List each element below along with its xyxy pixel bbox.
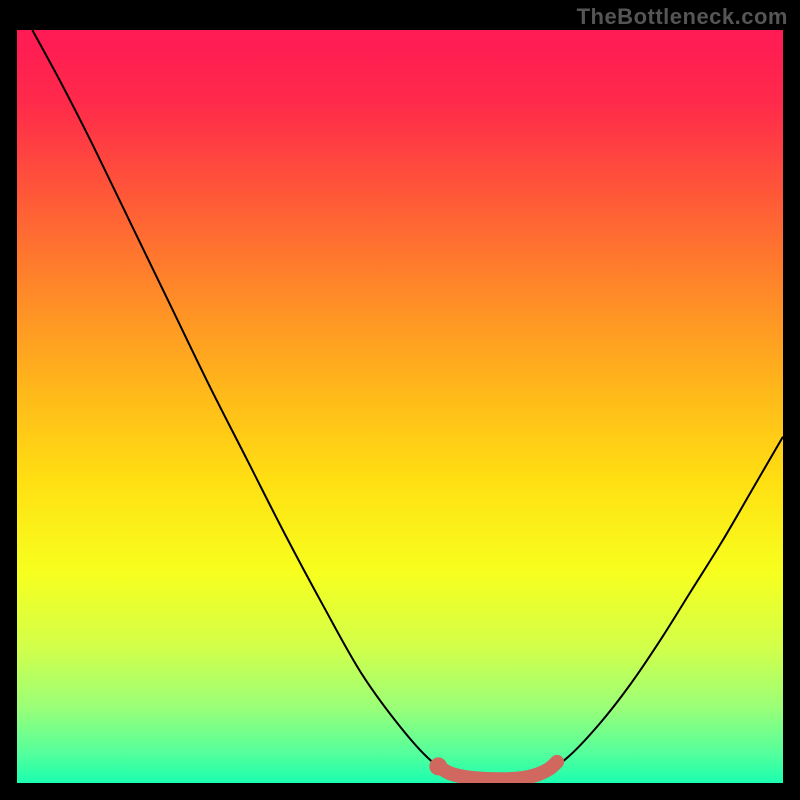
chart-svg: [17, 30, 783, 783]
highlight-dot: [429, 757, 447, 775]
highlight-band: [438, 762, 557, 779]
chart-frame: TheBottleneck.com: [0, 0, 800, 800]
plot-area: [17, 30, 783, 783]
bottleneck-curve: [32, 30, 783, 779]
watermark-text: TheBottleneck.com: [577, 4, 788, 30]
